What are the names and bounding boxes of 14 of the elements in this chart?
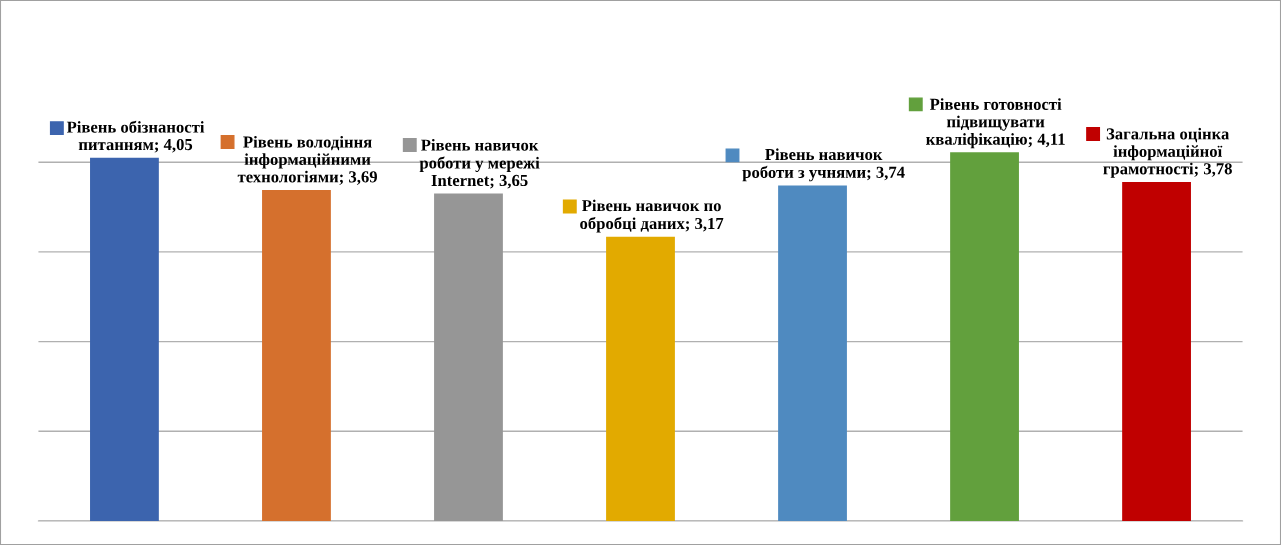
bar <box>262 190 331 522</box>
bar <box>778 185 847 522</box>
data-label: Загальна оцінка інформаційної грамотності; 3,78 <box>1103 127 1232 178</box>
bar <box>606 236 675 522</box>
bar <box>434 193 503 522</box>
data-label: Рівень навичок роботи з учнями; 3,74 <box>742 148 905 182</box>
data-label: Рівень готовності підвищувати кваліфікацію; 4,11 <box>926 98 1065 149</box>
bar <box>950 152 1019 522</box>
bar <box>90 157 159 522</box>
data-label: Рівень обізнаності питанням; 4,05 <box>66 120 205 153</box>
bar <box>1122 181 1191 522</box>
data-label: Рівень володіння інформаційними технологіями; 3,69 <box>237 135 377 185</box>
data-label: Рівень навичок по обробці даних; 3,17 <box>580 199 724 233</box>
data-label: Рівень навичок роботи у мережі Internet; 3,65 <box>419 138 540 189</box>
